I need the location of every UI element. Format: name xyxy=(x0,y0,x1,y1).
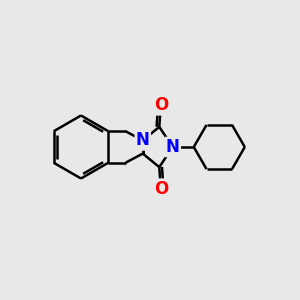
Text: N: N xyxy=(166,138,180,156)
Text: O: O xyxy=(154,180,168,198)
Text: O: O xyxy=(154,96,168,114)
Text: N: N xyxy=(136,131,150,149)
